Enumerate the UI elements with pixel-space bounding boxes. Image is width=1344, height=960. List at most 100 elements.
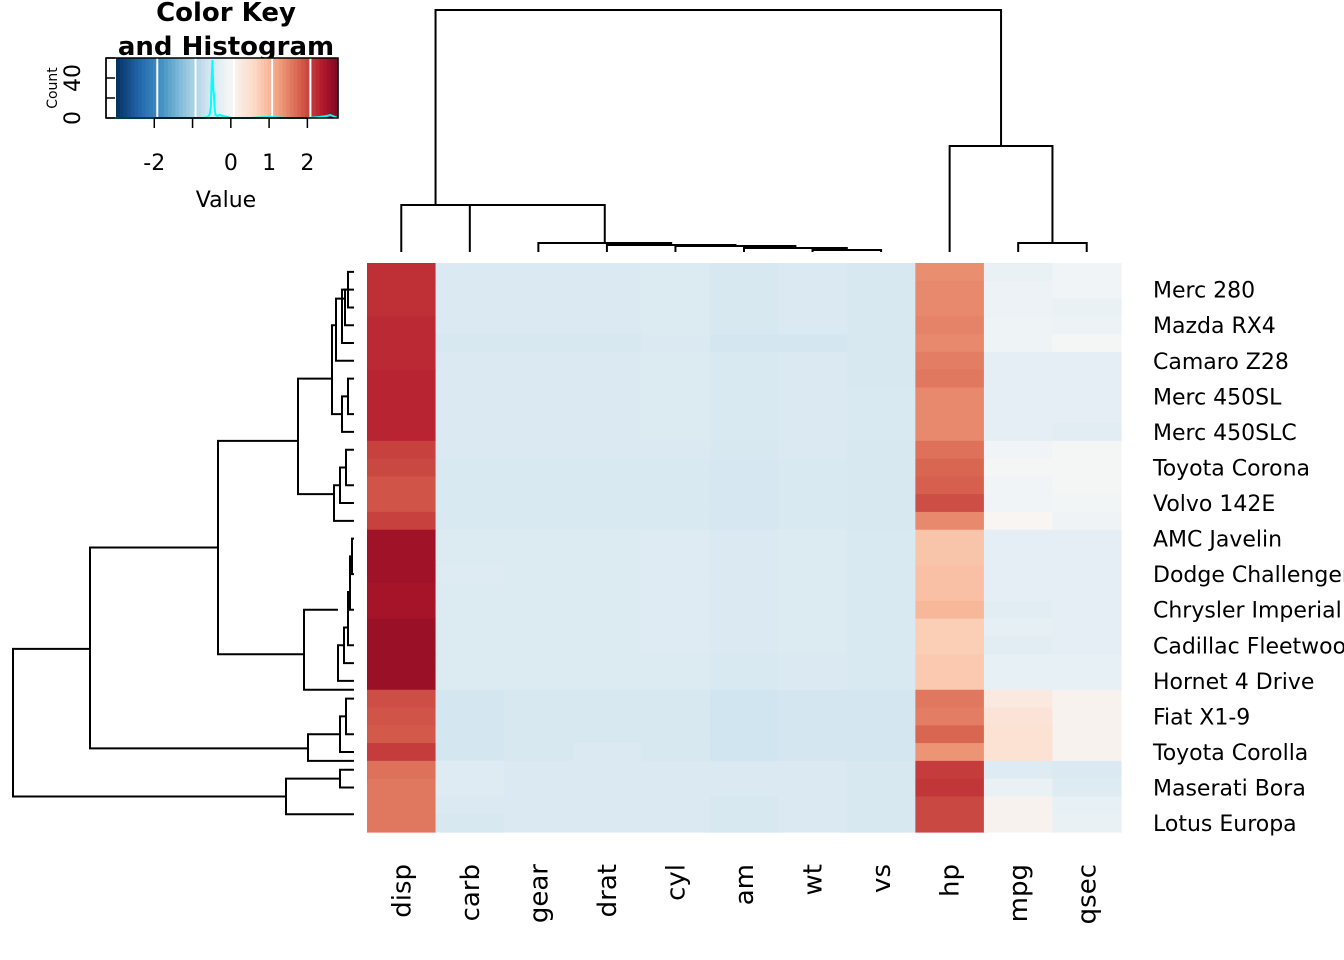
column-label: drat: [593, 864, 623, 917]
heatmap-cell: [915, 458, 985, 477]
heatmap-cell: [983, 405, 1054, 424]
row-label: Toyota Corolla: [1152, 741, 1308, 766]
color-key-strip: [134, 58, 139, 118]
color-key-strip: [164, 58, 169, 118]
column-label: gear: [524, 864, 554, 923]
heatmap-cell: [1052, 583, 1122, 602]
row-label: Merc 450SL: [1153, 385, 1282, 410]
heatmap-cell: [915, 636, 985, 655]
heatmap-cell: [915, 316, 985, 335]
heatmap-cell: [367, 511, 437, 531]
heatmap-cell: [846, 547, 916, 566]
row-dendrogram-link: [303, 608, 354, 691]
heatmap-cell: [641, 405, 711, 424]
heatmap-cell: [778, 814, 848, 833]
heatmap-cell: [778, 351, 848, 371]
heatmap-cell: [504, 298, 574, 317]
heatmap-cell: [641, 387, 711, 406]
heatmap-cell: [367, 547, 437, 566]
row-dendrogram-link: [351, 537, 354, 576]
heatmap-cell: [915, 743, 985, 762]
heatmap-cell: [1052, 618, 1122, 638]
heatmap-cell: [778, 583, 848, 602]
heatmap-cell: [641, 547, 711, 566]
heatmap-cell: [983, 476, 1054, 495]
heatmap-cell: [846, 600, 916, 620]
heatmap-cell: [572, 654, 642, 673]
heatmap-cell: [435, 280, 505, 300]
color-key-breaks: [156, 58, 312, 118]
heatmap-cell: [435, 458, 505, 477]
column-label: wt: [799, 864, 829, 895]
color-key-strip: [271, 58, 276, 118]
heatmap-cell: [709, 636, 779, 655]
color-key-strip: [141, 58, 147, 118]
row-label: Fiat X1-9: [1153, 705, 1250, 730]
color-key-strip: [249, 58, 254, 118]
heatmap-cell: [1052, 476, 1122, 495]
color-key-strip: [223, 58, 228, 118]
heatmap-cell: [983, 654, 1054, 673]
heatmap-cell: [1052, 387, 1122, 406]
heatmap-cell: [846, 796, 916, 815]
heatmap-cell: [846, 494, 916, 513]
heatmap-cell: [572, 778, 642, 798]
color-key-x-tick-label: 2: [300, 151, 314, 176]
heatmap-cell: [367, 458, 437, 477]
heatmap-cell: [367, 316, 437, 335]
heatmap-cell: [367, 654, 437, 673]
heatmap-cell: [504, 760, 574, 780]
heatmap-cell: [435, 369, 505, 389]
heatmap-cell: [1052, 405, 1122, 424]
color-key-strip: [334, 58, 339, 118]
heatmap-cell: [367, 760, 437, 780]
color-key-strip: [153, 58, 158, 118]
heatmap-cell: [709, 547, 779, 566]
heatmap-cell: [1052, 529, 1122, 549]
heatmap-cell: [367, 671, 437, 691]
heatmap-cell: [435, 760, 505, 780]
heatmap-cell: [435, 689, 505, 709]
heatmap-cell: [504, 529, 574, 549]
heatmap-cell: [1052, 458, 1122, 477]
heatmap-cell: [504, 707, 574, 726]
heatmap-cell: [709, 351, 779, 371]
column-dendrogram-link: [1017, 242, 1088, 252]
heatmap-cell: [504, 565, 574, 584]
heatmap-cell: [846, 689, 916, 709]
heatmap-cell: [367, 423, 437, 442]
color-key-strip: [293, 58, 298, 118]
row-dendrogram-link: [339, 768, 354, 789]
heatmap-cell: [641, 636, 711, 655]
heatmap-cell: [778, 458, 848, 477]
heatmap-cell: [572, 796, 642, 815]
row-dendrogram-link: [347, 377, 354, 416]
heatmap-cell: [778, 494, 848, 513]
heatmap-cell: [641, 316, 711, 335]
heatmap-cell: [846, 298, 916, 317]
color-key-strip: [204, 58, 210, 118]
heatmap-cell: [367, 369, 437, 389]
heatmap-cell: [709, 511, 779, 531]
heatmap-cell: [504, 743, 574, 762]
heatmap-cell: [1052, 778, 1122, 798]
row-label: Merc 280: [1153, 279, 1255, 304]
heatmap-cell: [709, 814, 779, 833]
heatmap-cell: [641, 583, 711, 602]
heatmap-cell: [709, 689, 779, 709]
color-key-strip: [256, 58, 261, 118]
heatmap-cell: [367, 725, 437, 744]
heatmap-cell: [504, 423, 574, 442]
color-key-strip: [260, 58, 265, 118]
heatmap-cell: [641, 351, 711, 371]
heatmap-cells: [367, 263, 1122, 833]
heatmap-cell: [504, 583, 574, 602]
heatmap-cell: [915, 298, 985, 317]
heatmap-cell: [778, 298, 848, 317]
heatmap-cell: [435, 405, 505, 424]
heatmap-cell: [846, 316, 916, 335]
column-label: qsec: [1073, 864, 1103, 924]
heatmap-cell: [709, 440, 779, 460]
heatmap-cell: [709, 405, 779, 424]
heatmap-cell: [915, 423, 985, 442]
